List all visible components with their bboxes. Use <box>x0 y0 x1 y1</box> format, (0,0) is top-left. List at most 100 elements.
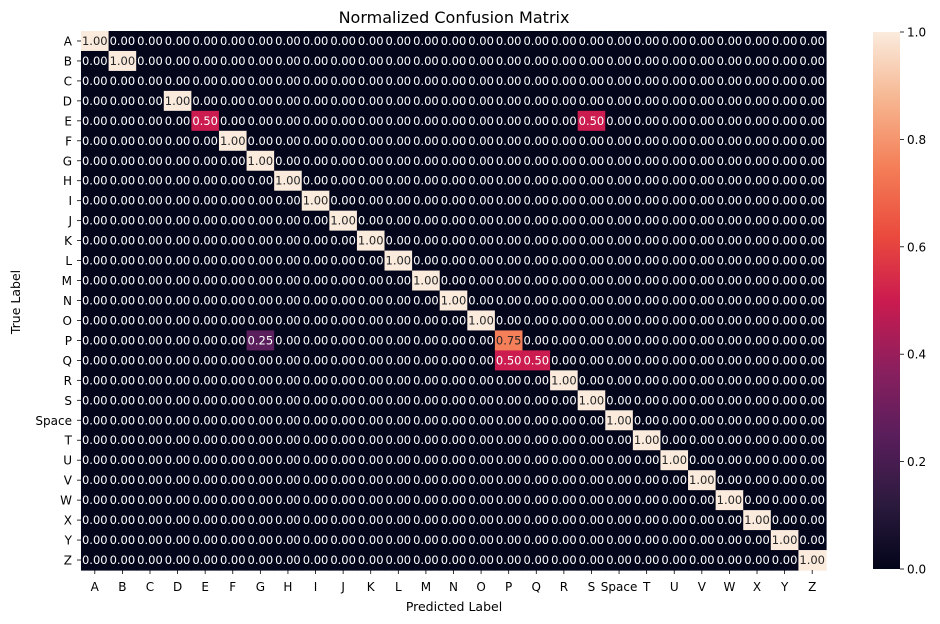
heatmap-cell <box>384 490 413 511</box>
cell-value-label: 0.00 <box>634 54 660 68</box>
heatmap-cell <box>301 370 330 391</box>
heatmap-cell <box>632 70 662 92</box>
heatmap-cell <box>550 50 579 72</box>
heatmap-cell <box>412 190 441 212</box>
cell-value-label: 0.00 <box>358 54 384 68</box>
cell-value-label: 0.00 <box>248 74 274 88</box>
heatmap-cell <box>688 430 717 451</box>
heatmap-cell <box>136 350 165 371</box>
heatmap-cell <box>384 210 413 232</box>
heatmap-cell <box>632 90 662 112</box>
cell-value-label: 0.00 <box>661 154 687 168</box>
heatmap-cell <box>412 70 441 92</box>
x-tick-label: T <box>642 580 651 594</box>
heatmap-cell <box>274 490 303 511</box>
heatmap-cell <box>163 290 192 312</box>
heatmap-cell <box>494 390 524 411</box>
heatmap-cell <box>274 550 303 571</box>
cell-value-label: 0.00 <box>799 373 825 387</box>
cell-value-label: 0.00 <box>303 433 329 447</box>
cell-value-label: 0.00 <box>551 214 577 228</box>
heatmap-cell <box>439 90 468 112</box>
heatmap-cell <box>191 450 220 471</box>
heatmap-cell <box>356 350 386 371</box>
colorbar-tick-label: 0.6 <box>907 240 926 254</box>
cell-value-label: 0.00 <box>717 194 743 208</box>
heatmap-cell <box>522 470 551 491</box>
cell-value-label: 0.00 <box>275 353 301 367</box>
cell-value-label: 0.00 <box>303 214 329 228</box>
heatmap-cell <box>660 31 689 52</box>
cell-value-label: 0.00 <box>441 74 467 88</box>
cell-value-label: 0.00 <box>496 493 522 507</box>
cell-value-label: 0.00 <box>523 413 549 427</box>
heatmap-cell <box>439 170 468 192</box>
cell-value-label: 0.00 <box>165 174 191 188</box>
heatmap-cell <box>605 410 634 431</box>
heatmap-cell <box>467 190 496 212</box>
heatmap-cell <box>218 190 248 212</box>
cell-value-label: 0.00 <box>192 174 218 188</box>
heatmap-cell <box>770 550 799 571</box>
heatmap-cell <box>522 130 551 152</box>
cell-value-label: 0.00 <box>579 453 605 467</box>
cell-value-label: 0.00 <box>192 214 218 228</box>
cell-value-label: 0.00 <box>220 373 246 387</box>
cell-value-label: 0.00 <box>496 313 522 327</box>
heatmap-cell <box>384 31 413 52</box>
heatmap-cell <box>81 230 110 252</box>
cell-value-label: 0.00 <box>220 533 246 547</box>
heatmap-cell <box>660 550 689 571</box>
cell-value-label: 0.00 <box>744 94 770 108</box>
heatmap-cell <box>605 110 634 132</box>
heatmap-cell <box>467 70 496 92</box>
cell-value-label: 0.00 <box>496 473 522 487</box>
cell-value-label: 0.00 <box>330 114 356 128</box>
heatmap-cell <box>660 510 689 531</box>
heatmap-cell <box>743 230 772 252</box>
heatmap-cell <box>274 110 303 132</box>
heatmap-cell <box>577 31 606 52</box>
cell-value-label: 0.00 <box>330 373 356 387</box>
cell-value-label: 0.00 <box>137 74 163 88</box>
cell-value-label: 0.00 <box>165 533 191 547</box>
cell-value-label: 0.00 <box>661 553 687 567</box>
heatmap-cell <box>660 290 689 312</box>
heatmap-cell <box>384 250 413 272</box>
cell-value-label: 0.00 <box>441 154 467 168</box>
cell-value-label: 0.00 <box>386 373 412 387</box>
cell-value-label: 0.00 <box>441 174 467 188</box>
heatmap-cell <box>439 350 468 371</box>
colorbar-tick-label: 0.0 <box>907 563 926 577</box>
y-tick-label: L <box>65 254 72 268</box>
cell-value-label: 0.00 <box>192 34 218 48</box>
heatmap-cell <box>163 70 192 92</box>
heatmap-cell <box>329 550 358 571</box>
cell-value-label: 1.00 <box>303 194 329 208</box>
heatmap-cell <box>136 290 165 312</box>
heatmap-cell <box>356 530 386 551</box>
heatmap-cell <box>191 70 220 92</box>
heatmap-cell <box>356 330 386 351</box>
heatmap-cell <box>494 330 524 351</box>
cell-value-label: 0.00 <box>330 493 356 507</box>
heatmap-cell <box>301 90 330 112</box>
cell-value-label: 1.00 <box>468 313 494 327</box>
heatmap-cell <box>550 450 579 471</box>
heatmap-cell <box>660 70 689 92</box>
cell-value-label: 0.00 <box>551 94 577 108</box>
heatmap-cell <box>798 31 827 52</box>
heatmap-cell <box>743 270 772 292</box>
heatmap-cell <box>246 70 275 92</box>
cell-value-label: 0.00 <box>110 174 136 188</box>
cell-value-label: 0.00 <box>441 34 467 48</box>
heatmap-cell <box>550 270 579 292</box>
heatmap-cell <box>246 310 275 332</box>
cell-value-label: 0.00 <box>744 34 770 48</box>
heatmap-cell <box>550 490 579 511</box>
cell-value-label: 0.00 <box>551 333 577 347</box>
cell-value-label: 0.00 <box>275 473 301 487</box>
heatmap-cell <box>550 370 579 391</box>
heatmap-cell <box>329 70 358 92</box>
heatmap-cell <box>356 430 386 451</box>
